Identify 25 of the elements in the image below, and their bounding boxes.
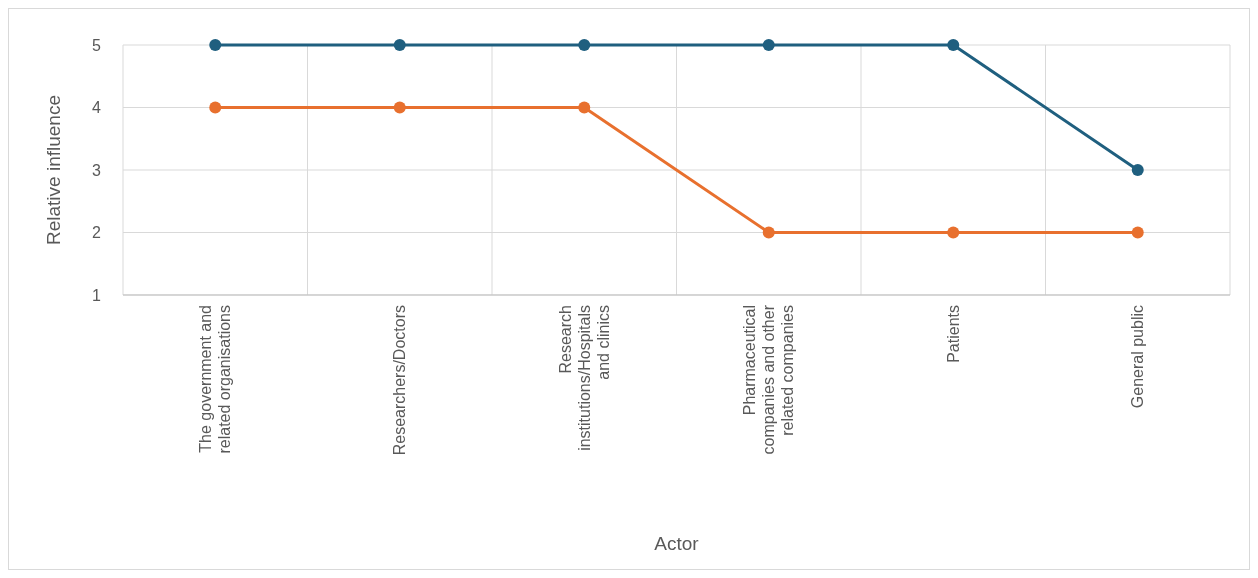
y-tick-label: 1 xyxy=(92,286,102,304)
x-tick-label: Pharmaceutical companies and other related companies xyxy=(741,304,797,455)
y-tick-label: 5 xyxy=(92,36,102,54)
x-tick-label: Research institutions/Hospitals and clinics xyxy=(556,305,612,451)
point xyxy=(762,39,775,51)
x-tick-label: Researchers/Doctors xyxy=(391,305,409,456)
point xyxy=(1131,226,1144,239)
y-tick-label: 4 xyxy=(92,99,102,117)
point xyxy=(393,101,406,114)
point xyxy=(393,39,406,51)
point xyxy=(209,101,222,114)
point xyxy=(947,226,960,239)
y-tick-label: 3 xyxy=(92,161,102,179)
x-axis-title: Actor xyxy=(654,533,700,554)
y-axis-title: Relative influence xyxy=(43,95,64,245)
point xyxy=(1131,164,1144,176)
point xyxy=(578,101,591,114)
point xyxy=(762,226,775,239)
point xyxy=(209,39,222,51)
x-tick-label: General public xyxy=(1129,305,1147,409)
point xyxy=(578,39,591,51)
x-tick-label: Patients xyxy=(944,305,962,363)
x-tick-label: The government and related organisations xyxy=(197,305,234,454)
point xyxy=(947,39,960,51)
y-tick-label: 2 xyxy=(92,224,102,242)
